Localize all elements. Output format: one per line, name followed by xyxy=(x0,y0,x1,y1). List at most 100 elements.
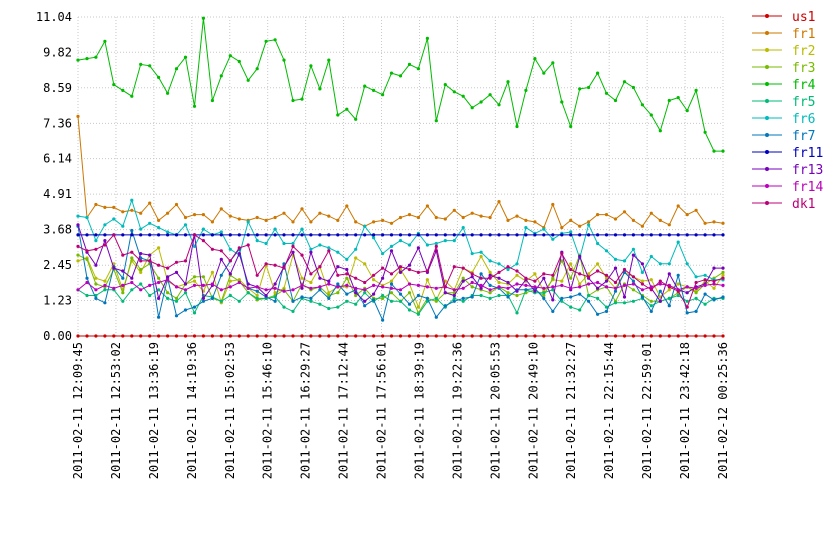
data-point xyxy=(300,97,304,101)
data-point xyxy=(416,215,420,220)
data-point xyxy=(85,233,89,237)
y-tick-label: 11.04 xyxy=(36,10,72,24)
data-point xyxy=(587,85,591,90)
data-point xyxy=(515,282,519,286)
data-point xyxy=(560,299,564,303)
data-point xyxy=(542,272,546,276)
x-tick-label: 2011-02-11 19:22:36 xyxy=(450,342,464,479)
data-point xyxy=(506,265,510,269)
data-point xyxy=(694,334,698,338)
data-point xyxy=(479,254,483,259)
data-point xyxy=(174,314,179,318)
data-point xyxy=(631,218,636,222)
data-point xyxy=(578,282,582,286)
data-point xyxy=(282,289,286,293)
data-point xyxy=(640,103,645,107)
data-point xyxy=(631,275,636,279)
data-point xyxy=(309,272,313,276)
data-point xyxy=(291,334,295,338)
data-point xyxy=(112,334,116,338)
data-point xyxy=(407,243,412,247)
x-tick-label: 2011-02-11 17:12:44 xyxy=(337,342,351,479)
data-point xyxy=(219,288,223,292)
data-point xyxy=(425,233,429,237)
data-point xyxy=(613,233,618,237)
data-point xyxy=(76,288,80,292)
data-point xyxy=(210,98,214,103)
data-point xyxy=(452,296,456,300)
data-point xyxy=(721,295,725,299)
data-point xyxy=(578,308,582,312)
data-point xyxy=(425,334,429,338)
data-point xyxy=(228,214,232,218)
data-point xyxy=(318,285,322,289)
data-point xyxy=(282,211,286,215)
data-point xyxy=(613,334,618,338)
data-point xyxy=(139,233,143,237)
data-point xyxy=(488,288,492,292)
data-point xyxy=(640,233,645,237)
data-point xyxy=(515,262,519,266)
data-point xyxy=(192,213,197,217)
data-point xyxy=(112,217,116,221)
data-point xyxy=(318,233,322,237)
data-point xyxy=(398,270,403,274)
data-point xyxy=(524,233,528,237)
data-point xyxy=(622,301,627,305)
data-point xyxy=(425,278,429,282)
data-point xyxy=(336,113,340,117)
data-point xyxy=(694,275,698,279)
data-point xyxy=(327,296,331,300)
data-point xyxy=(94,202,98,207)
legend-item-fr14: fr14 xyxy=(752,180,823,195)
data-point xyxy=(183,282,188,286)
data-point xyxy=(398,233,403,237)
data-point xyxy=(676,293,680,298)
data-point xyxy=(416,334,420,338)
data-point xyxy=(372,334,376,338)
data-point xyxy=(515,233,519,237)
data-point xyxy=(524,276,528,280)
data-point xyxy=(604,309,609,313)
data-point xyxy=(318,288,322,292)
data-point xyxy=(658,129,662,133)
data-point xyxy=(407,291,412,295)
data-point xyxy=(497,280,501,285)
data-point xyxy=(587,223,591,227)
data-point xyxy=(613,217,618,221)
data-point xyxy=(309,250,313,254)
data-point xyxy=(712,286,716,290)
data-point xyxy=(721,334,725,338)
data-point xyxy=(381,318,385,322)
data-point xyxy=(228,293,232,298)
data-point xyxy=(354,291,358,295)
data-point xyxy=(103,39,107,43)
data-point xyxy=(85,293,89,298)
data-point xyxy=(578,334,582,338)
data-point xyxy=(407,302,412,306)
data-point xyxy=(676,233,680,237)
data-point xyxy=(157,263,161,267)
data-point xyxy=(712,149,716,153)
data-point xyxy=(264,262,268,266)
data-point xyxy=(255,273,259,277)
data-point xyxy=(685,109,689,113)
data-point xyxy=(524,283,528,287)
data-point xyxy=(255,285,259,289)
data-point xyxy=(76,214,80,218)
data-point xyxy=(219,273,223,277)
x-tick-label: 2011-02-11 22:15:44 xyxy=(602,342,616,479)
data-point xyxy=(130,288,134,292)
data-point xyxy=(166,91,170,95)
legend-label: fr11 xyxy=(792,146,823,161)
data-point xyxy=(569,230,573,234)
data-point xyxy=(685,311,689,315)
data-point xyxy=(354,302,358,306)
data-point xyxy=(398,288,403,292)
data-point xyxy=(452,299,456,303)
data-point xyxy=(667,334,671,338)
series-fr6 xyxy=(76,198,725,282)
y-tick-label: 6.14 xyxy=(43,152,72,166)
data-point xyxy=(336,233,340,237)
y-tick-label: 3.68 xyxy=(43,223,72,237)
